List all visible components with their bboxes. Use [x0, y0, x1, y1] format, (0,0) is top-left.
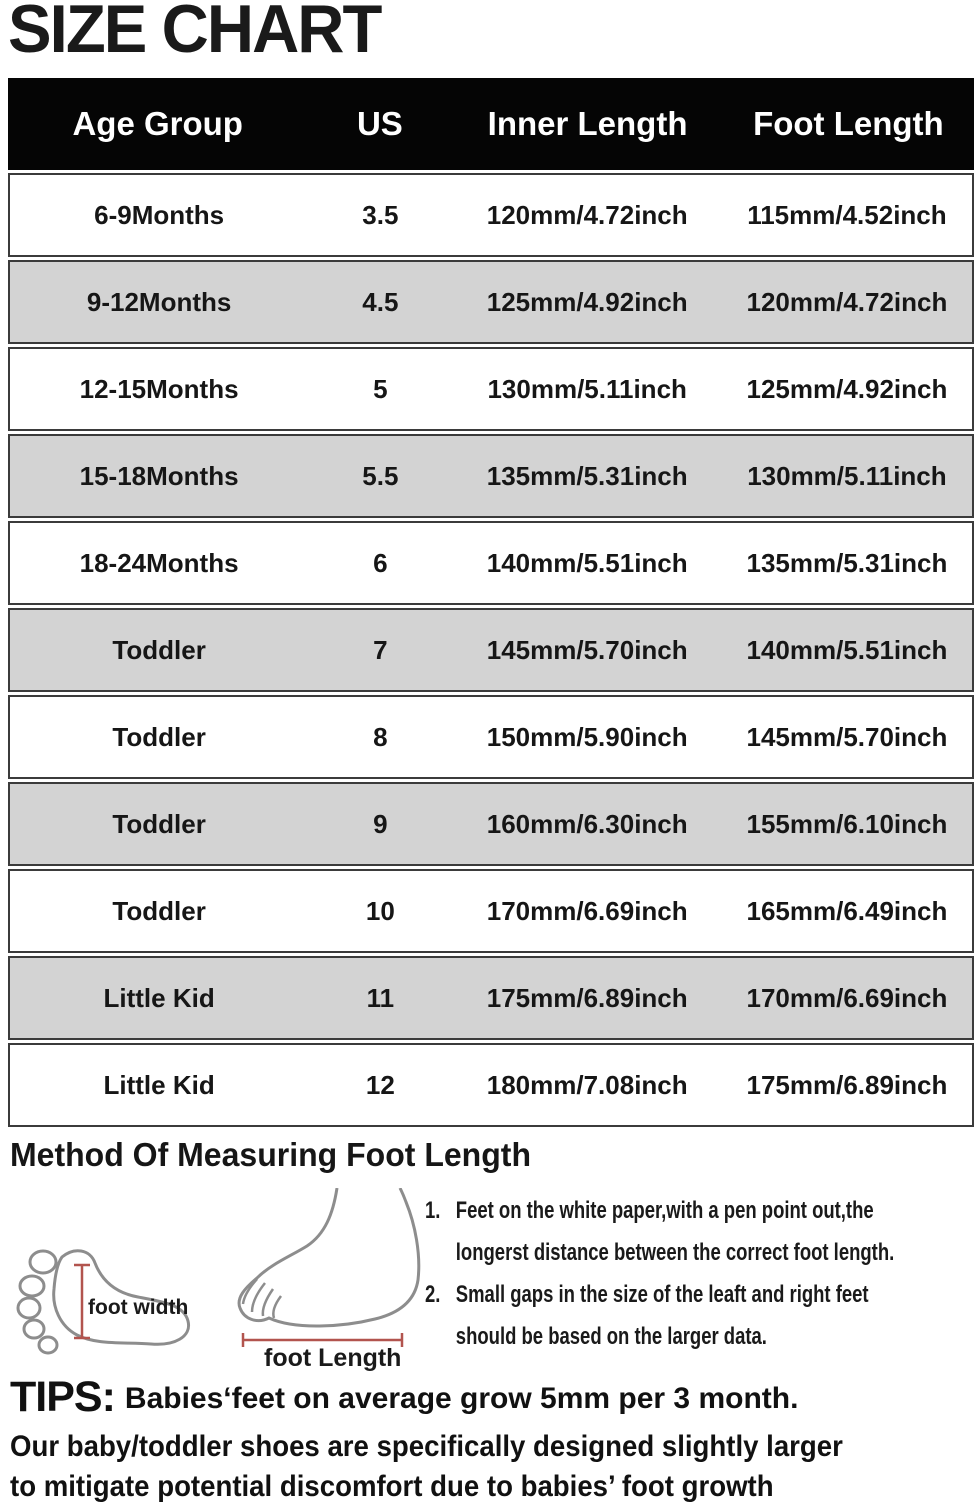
tips-label: TIPS:: [10, 1373, 116, 1421]
foot-side-outline: [237, 1188, 421, 1328]
table-row: Toddler 8 150mm/5.90inch 145mm/5.70inch: [8, 695, 974, 779]
instruction-text: longerst distance between the correct fo…: [455, 1239, 895, 1266]
cell-foot-length: 115mm/4.52inch: [747, 199, 947, 230]
cell-us-size: 11: [366, 982, 395, 1013]
cell-inner-length: 140mm/5.51inch: [486, 547, 688, 578]
cell-foot-length: 170mm/6.69inch: [746, 982, 948, 1013]
cell-inner-length: 170mm/6.69inch: [486, 895, 688, 926]
cell-us-size: 12: [365, 1069, 395, 1100]
cell-foot-length: 125mm/4.92inch: [746, 373, 948, 404]
cell-us-size: 4.5: [362, 286, 399, 317]
foot-sole-outline: [52, 1249, 190, 1346]
table-row: Little Kid 12 180mm/7.08inch 175mm/6.89i…: [8, 1043, 974, 1127]
page-title: SIZE CHART: [8, 0, 382, 67]
cell-age-group: Toddler: [112, 634, 206, 665]
cell-age-group: 6-9Months: [94, 199, 225, 230]
cell-age-group: 15-18Months: [79, 460, 239, 491]
cell-foot-length: 135mm/5.31inch: [746, 547, 948, 578]
instruction-number: 1.: [425, 1197, 441, 1224]
cell-us-size: 8: [373, 721, 388, 752]
tips-text: to mitigate potential discomfort due to …: [10, 1470, 774, 1503]
table-row: Toddler 9 160mm/6.30inch 155mm/6.10inch: [8, 782, 974, 866]
table-row: 18-24Months 6 140mm/5.51inch 135mm/5.31i…: [8, 521, 974, 605]
cell-inner-length: 135mm/5.31inch: [486, 460, 688, 491]
cell-age-group: Toddler: [112, 808, 206, 839]
cell-inner-length: 150mm/5.90inch: [486, 721, 688, 752]
cell-age-group: Toddler: [112, 895, 206, 926]
toe-icon: [16, 1296, 42, 1320]
tips-section: TIPS: Babies‘feet on average grow 5mm per…: [10, 1374, 975, 1507]
toe-icon: [22, 1318, 46, 1340]
instruction-text: should be based on the larger data.: [455, 1323, 767, 1350]
toe-icon: [37, 1335, 59, 1355]
table-row: 9-12Months 4.5 125mm/4.92inch 120mm/4.72…: [8, 260, 974, 344]
header-age-group: Age Group: [72, 105, 243, 142]
width-measure-line: [74, 1263, 90, 1340]
cell-inner-length: 180mm/7.08inch: [486, 1069, 688, 1100]
cell-inner-length: 145mm/5.70inch: [486, 634, 688, 665]
table-row: 6-9Months 3.5 120mm/4.72inch 115mm/4.52i…: [8, 173, 974, 257]
instruction-item: 2. Small gaps in the size of the leaft a…: [425, 1274, 964, 1358]
cell-inner-length: 160mm/6.30inch: [486, 808, 688, 839]
cell-foot-length: 145mm/5.70inch: [746, 721, 948, 752]
instruction-text: Small gaps in the size of the leaft and …: [455, 1281, 869, 1308]
toe-icon: [28, 1249, 58, 1275]
foot-length-diagram: [237, 1188, 421, 1347]
cell-foot-length: 130mm/5.11inch: [747, 460, 947, 491]
table-row: 12-15Months 5 130mm/5.11inch 125mm/4.92i…: [8, 347, 974, 431]
foot-length-label: foot Length: [264, 1344, 402, 1372]
cell-age-group: Little Kid: [103, 1069, 215, 1100]
toe-icon: [18, 1274, 46, 1298]
cell-foot-length: 175mm/6.89inch: [746, 1069, 948, 1100]
table-row: 15-18Months 5.5 135mm/5.31inch 130mm/5.1…: [8, 434, 974, 518]
table-row: Little Kid 11 175mm/6.89inch 170mm/6.69i…: [8, 956, 974, 1040]
header-inner-length: Inner Length: [487, 105, 688, 142]
method-section-heading: Method Of Measuring Foot Length: [10, 1136, 531, 1173]
table-header-row: Age Group US Inner Length Foot Length: [8, 78, 974, 170]
cell-inner-length: 120mm/4.72inch: [486, 199, 688, 230]
cell-age-group: 12-15Months: [79, 373, 239, 404]
cell-foot-length: 120mm/4.72inch: [746, 286, 948, 317]
cell-foot-length: 155mm/6.10inch: [746, 808, 948, 839]
cell-us-size: 5.5: [362, 460, 399, 491]
measuring-instructions: 1. Feet on the white paper,with a pen po…: [425, 1190, 964, 1358]
cell-age-group: Toddler: [112, 721, 206, 752]
tips-first-line: TIPS: Babies‘feet on average grow 5mm per…: [10, 1374, 975, 1427]
cell-inner-length: 175mm/6.89inch: [486, 982, 688, 1013]
foot-width-diagram: [16, 1249, 190, 1355]
cell-us-size: 9: [373, 808, 388, 839]
table-row: Toddler 7 145mm/5.70inch 140mm/5.51inch: [8, 608, 974, 692]
tips-text: Babies‘feet on average grow 5mm per 3 mo…: [124, 1382, 799, 1415]
cell-inner-length: 125mm/4.92inch: [486, 286, 688, 317]
foot-width-label: foot width: [88, 1296, 189, 1319]
cell-foot-length: 165mm/6.49inch: [746, 895, 948, 926]
instruction-text: Feet on the white paper,with a pen point…: [455, 1197, 874, 1224]
table-row: Toddler 10 170mm/6.69inch 165mm/6.49inch: [8, 869, 974, 953]
cell-foot-length: 140mm/5.51inch: [746, 634, 948, 665]
cell-age-group: 9-12Months: [86, 286, 232, 317]
instruction-item: 1. Feet on the white paper,with a pen po…: [425, 1190, 964, 1274]
instruction-number: 2.: [425, 1281, 441, 1308]
length-measure-line: [241, 1333, 404, 1347]
cell-age-group: 18-24Months: [79, 547, 239, 578]
header-us: US: [356, 105, 403, 142]
tips-text: Our baby/toddler shoes are specifically …: [10, 1430, 843, 1463]
header-foot-length: Foot Length: [753, 105, 944, 142]
toe-hatch-lines: [241, 1278, 283, 1319]
cell-us-size: 10: [365, 895, 395, 926]
size-chart-table: Age Group US Inner Length Foot Length 6-…: [8, 78, 974, 1127]
cell-us-size: 5: [373, 373, 388, 404]
cell-inner-length: 130mm/5.11inch: [487, 373, 687, 404]
cell-us-size: 7: [373, 634, 388, 665]
cell-us-size: 3.5: [362, 199, 399, 230]
cell-age-group: Little Kid: [103, 982, 215, 1013]
cell-us-size: 6: [373, 547, 388, 578]
